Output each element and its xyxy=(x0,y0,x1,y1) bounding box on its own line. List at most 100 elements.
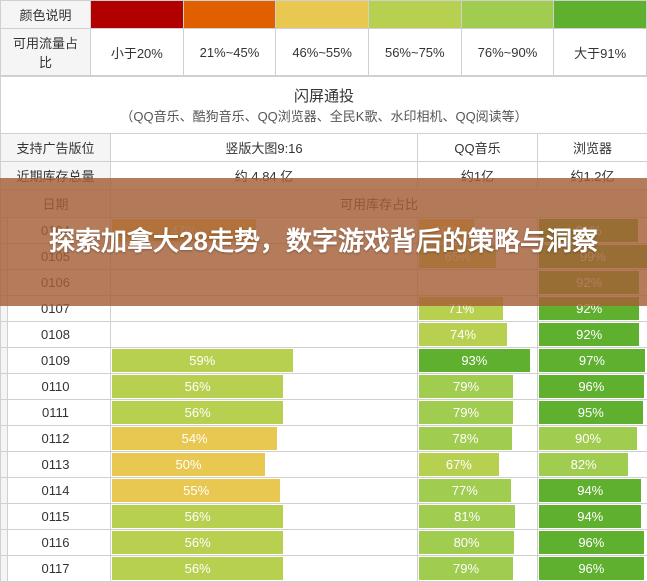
date-cell: 0114 xyxy=(1,478,111,504)
inventory-main: 约 4.84 亿 xyxy=(111,162,418,190)
date-cell: 0106 xyxy=(1,270,111,296)
date-cell: 0110 xyxy=(1,374,111,400)
pct-ch2-bar: 96% xyxy=(539,375,644,398)
pct-main-bar: 56% xyxy=(112,505,283,528)
date-cell: 0113 xyxy=(1,452,111,478)
table-row: 010959% 93% 97% xyxy=(1,348,647,374)
pct-ch1-bar: 79% xyxy=(419,557,513,580)
section-title: 闪屏通投 xyxy=(9,85,639,106)
legend-bucket-2: 46%~55% xyxy=(276,29,369,76)
pct-ch1: 67% xyxy=(418,452,538,478)
pct-ch2: 91% xyxy=(538,218,647,244)
date-cell: 0104 xyxy=(1,218,111,244)
pct-ch2-bar: 95% xyxy=(539,401,643,424)
pct-ch1-bar: 80% xyxy=(419,531,514,554)
table-row: 011556%81%94% xyxy=(1,504,647,530)
pct-main: 59% xyxy=(111,348,418,374)
date-cell: 0111 xyxy=(1,400,111,426)
pct-main xyxy=(111,270,418,296)
pct-main-bar: 59% xyxy=(112,349,293,372)
pct-ch1: 65% xyxy=(418,244,538,270)
pct-ch2: 82% xyxy=(538,452,647,478)
pct-ch1: 78% xyxy=(418,426,538,452)
page-root: 颜色说明 可用流量占比 小于20% 21%~45% 46%~55% 56%~75… xyxy=(0,0,647,582)
pct-main-bar: 55% xyxy=(112,479,280,502)
pct-main xyxy=(111,296,418,322)
pct-ch2-bar: 90% xyxy=(539,427,637,450)
date-cell: 0112 xyxy=(1,426,111,452)
pct-ch2-bar: 96% xyxy=(539,531,644,554)
legend-swatch-3 xyxy=(368,1,461,29)
pct-main xyxy=(111,244,418,270)
pct-ch2: 94% xyxy=(538,504,647,530)
pct-main: 56% xyxy=(111,504,418,530)
pct-ch1: 74% xyxy=(418,322,538,348)
pct-ch2-bar: 82% xyxy=(539,453,628,476)
pct-ch1: 81% xyxy=(418,504,538,530)
legend-bucket-0: 小于20% xyxy=(91,29,184,76)
pct-ch2-bar: 92% xyxy=(539,323,639,346)
pct-main: 56% xyxy=(111,374,418,400)
pct-main-bar: 56% xyxy=(112,401,283,424)
pct-main: 56% xyxy=(111,530,418,556)
legend-label-row: 可用流量占比 小于20% 21%~45% 46%~55% 56%~75% 76%… xyxy=(1,29,647,76)
channel-2-header: 浏览器 xyxy=(538,134,647,162)
main-table: 闪屏通投 （QQ音乐、酷狗音乐、QQ浏览器、全民K歌、水印相机、QQ阅读等） 支… xyxy=(0,76,647,582)
pct-ch1-bar: 74% xyxy=(419,323,507,346)
pct-main-bar: 56% xyxy=(112,557,283,580)
inventory-header: 近期库存总量 xyxy=(1,162,111,190)
table-row: 011056%79% 96% xyxy=(1,374,647,400)
legend-color-row: 颜色说明 xyxy=(1,1,647,29)
pct-main: 56% xyxy=(111,400,418,426)
date-cell: 0105 xyxy=(1,244,111,270)
slot-row: 支持广告版位 竖版大图9:16 QQ音乐 浏览器 xyxy=(1,134,647,162)
pct-ch2-bar: 94% xyxy=(539,479,641,502)
pct-ch2-bar: 91% xyxy=(539,219,638,242)
inventory-row: 近期库存总量 约 4.84 亿 约1亿 约1.2亿 xyxy=(1,162,647,190)
pct-main: 50% xyxy=(111,452,418,478)
date-cell: 0108 xyxy=(1,322,111,348)
pct-ch2: 94% xyxy=(538,478,647,504)
table-row: 011656%80%96% xyxy=(1,530,647,556)
section-title-cell: 闪屏通投 （QQ音乐、酷狗音乐、QQ浏览器、全民K歌、水印相机、QQ阅读等） xyxy=(1,77,647,134)
pct-ch2: 96% xyxy=(538,556,647,582)
date-cell: 0107 xyxy=(1,296,111,322)
data-body: 010447%46%91%010565%99%010692%010771%92%… xyxy=(1,218,647,582)
pct-ch1-bar: 71% xyxy=(419,297,503,320)
legend-color-label: 颜色说明 xyxy=(1,1,91,29)
table-row: 010692% xyxy=(1,270,647,296)
inventory-ch2: 约1.2亿 xyxy=(538,162,647,190)
pct-ch1-bar: 67% xyxy=(419,453,499,476)
pct-ch1: 77% xyxy=(418,478,538,504)
pct-ch1: 80% xyxy=(418,530,538,556)
pct-ch1-bar: 65% xyxy=(419,245,496,268)
pct-ch2-bar: 97% xyxy=(539,349,645,372)
pct-ch2: 92% xyxy=(538,322,647,348)
pct-ch1: 71% xyxy=(418,296,538,322)
pct-ch2: 96% xyxy=(538,374,647,400)
pct-main-bar: 47% xyxy=(112,219,256,242)
pct-main: 47% xyxy=(111,218,418,244)
legend-swatch-5 xyxy=(554,1,647,29)
pct-ch2-bar: 99% xyxy=(539,245,647,268)
pct-ch2: 99% xyxy=(538,244,647,270)
legend-bucket-5: 大于91% xyxy=(554,29,647,76)
legend-swatch-1 xyxy=(183,1,276,29)
pct-ch1-bar: 79% xyxy=(419,375,513,398)
legend-bucket-3: 56%~75% xyxy=(368,29,461,76)
pct-ch1-bar: 46% xyxy=(419,219,474,242)
data-header-row: 日期 可用库存占比 xyxy=(1,190,647,218)
pct-main-bar: 54% xyxy=(112,427,277,450)
pct-ch1-bar: 93% xyxy=(419,349,530,372)
ratio-header: 可用库存占比 xyxy=(111,190,647,218)
legend-ratio-label: 可用流量占比 xyxy=(1,29,91,76)
pct-ch2: 97% xyxy=(538,348,647,374)
section-title-row: 闪屏通投 （QQ音乐、酷狗音乐、QQ浏览器、全民K歌、水印相机、QQ阅读等） xyxy=(1,77,647,134)
pct-ch2: 92% xyxy=(538,296,647,322)
pct-ch2-bar: 92% xyxy=(539,297,639,320)
pct-main: 54% xyxy=(111,426,418,452)
table-row: 011756%79%96% xyxy=(1,556,647,582)
slot-value: 竖版大图9:16 xyxy=(111,134,418,162)
date-cell: 0109 xyxy=(1,348,111,374)
slot-header: 支持广告版位 xyxy=(1,134,111,162)
